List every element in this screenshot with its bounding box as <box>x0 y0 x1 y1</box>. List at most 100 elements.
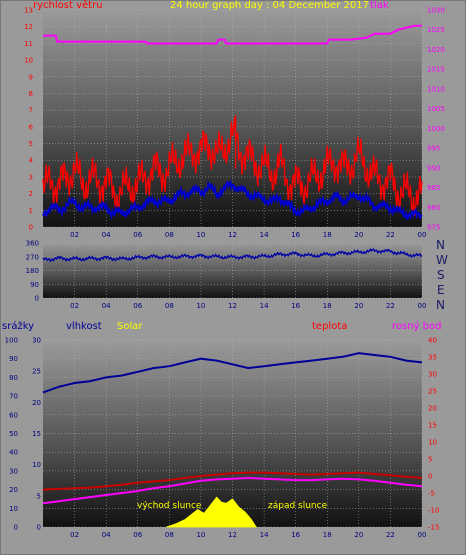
wind-y-tick-label: 10 <box>24 57 33 65</box>
rain-label: srážky <box>2 321 35 332</box>
rain-y-tick-label: 25 <box>32 368 41 376</box>
temperature-y-tick-label: 0 <box>428 473 432 481</box>
wind-y-tick-label: 1 <box>29 207 33 215</box>
direction-x-tick-label: 12 <box>228 302 237 310</box>
humidity-y-tick-label: 50 <box>9 430 18 438</box>
wind-y-tick-label: 6 <box>29 123 34 131</box>
temperature-y-tick-label: 30 <box>428 371 437 379</box>
temperature-y-tick-label: 40 <box>428 337 437 345</box>
wind-speed-label: rychlost větru <box>33 0 103 11</box>
wind-x-tick-label: 18 <box>323 231 332 239</box>
wind-x-tick-label: 08 <box>165 231 174 239</box>
humidity-y-tick-label: 90 <box>9 355 18 363</box>
pressure-y-tick-label: 1020 <box>427 46 445 54</box>
series-wind-direction <box>42 247 423 263</box>
humidity-y-tick-label: 40 <box>9 449 18 457</box>
temp-x-tick-label: 14 <box>260 531 269 539</box>
direction-x-tick-label: 20 <box>354 302 363 310</box>
axes-layer: 0123456789101112139759809859909951000100… <box>5 7 445 540</box>
direction-y-tick-label: 180 <box>26 267 39 275</box>
humidity-y-tick-label: 0 <box>14 524 18 532</box>
rain-y-tick-label: 30 <box>32 337 41 345</box>
temperature-y-tick-label: 25 <box>428 388 437 396</box>
solar-label: Solar <box>117 321 143 332</box>
series-wind-average <box>42 179 423 222</box>
series-wind-speed <box>42 117 423 217</box>
wind-x-tick-label: 12 <box>228 231 237 239</box>
direction-x-tick-label: 06 <box>133 302 142 310</box>
direction-x-tick-label: 14 <box>260 302 269 310</box>
temperature-y-tick-label: -5 <box>428 490 435 498</box>
humidity-y-tick-label: 70 <box>9 393 18 401</box>
sunset-annotation: západ slunce <box>268 501 328 511</box>
temperature-y-tick-label: 20 <box>428 405 437 413</box>
temp-x-tick-label: 12 <box>228 531 237 539</box>
wind-x-tick-label: 04 <box>102 231 111 239</box>
wind-y-tick-label: 2 <box>29 190 33 198</box>
wind-x-tick-label: 22 <box>386 231 395 239</box>
wind-y-tick-label: 7 <box>29 107 33 115</box>
humidity-label: vlhkost <box>66 321 102 332</box>
humidity-y-tick-label: 30 <box>9 467 18 475</box>
rain-y-tick-label: 20 <box>32 399 41 407</box>
pressure-y-tick-label: 980 <box>427 204 440 212</box>
wind-y-tick-label: 13 <box>24 7 33 15</box>
temperature-y-tick-label: 5 <box>428 456 432 464</box>
pressure-y-tick-label: 995 <box>427 145 440 153</box>
direction-y-tick-label: 270 <box>26 253 39 261</box>
direction-x-tick-label: 00 <box>418 302 427 310</box>
pressure-y-tick-label: 990 <box>427 164 440 172</box>
direction-y-tick-label: 360 <box>26 240 39 248</box>
direction-x-tick-label: 02 <box>70 302 79 310</box>
series-dewpoint <box>42 476 423 505</box>
rain-y-tick-label: 15 <box>32 430 41 438</box>
pressure-y-tick-label: 1010 <box>427 85 445 93</box>
temperature-y-tick-label: 35 <box>428 354 437 362</box>
temp-x-tick-label: 22 <box>386 531 395 539</box>
wind-y-tick-label: 5 <box>29 140 33 148</box>
compass-e: E <box>437 283 445 297</box>
direction-x-tick-label: 18 <box>323 302 332 310</box>
pressure-y-tick-label: 975 <box>427 224 440 232</box>
temperature-y-tick-label: 15 <box>428 422 437 430</box>
wind-x-tick-label: 16 <box>291 231 300 239</box>
temperature-label: teplota <box>312 321 348 332</box>
rain-y-tick-label: 5 <box>37 492 41 500</box>
chart-title: 24 hour graph day : 04 December 2017 <box>170 0 369 11</box>
wind-y-tick-label: 9 <box>29 73 33 81</box>
pressure-y-tick-label: 1005 <box>427 105 445 113</box>
pressure-label: tlak <box>370 0 389 11</box>
direction-x-tick-label: 04 <box>102 302 111 310</box>
temp-x-tick-label: 00 <box>418 531 427 539</box>
rain-y-tick-label: 10 <box>32 461 41 469</box>
pressure-y-tick-label: 985 <box>427 184 440 192</box>
direction-x-tick-label: 08 <box>165 302 174 310</box>
humidity-y-tick-label: 10 <box>9 505 18 513</box>
wind-x-tick-label: 02 <box>70 231 79 239</box>
compass-n-top: N <box>436 238 445 252</box>
temp-x-tick-label: 08 <box>165 531 174 539</box>
rain-y-tick-label: 0 <box>37 524 41 532</box>
temp-x-tick-label: 18 <box>323 531 332 539</box>
series-layer <box>42 24 423 528</box>
compass-s: S <box>437 268 445 282</box>
temp-x-tick-label: 10 <box>196 531 205 539</box>
temp-x-tick-label: 02 <box>70 531 79 539</box>
temp-x-tick-label: 06 <box>133 531 142 539</box>
direction-x-tick-label: 16 <box>291 302 300 310</box>
series-humidity <box>42 352 423 394</box>
series-solar <box>166 496 257 528</box>
pressure-y-tick-label: 1025 <box>427 26 445 34</box>
wind-x-tick-label: 20 <box>354 231 363 239</box>
wind-x-tick-label: 14 <box>260 231 269 239</box>
series-pressure <box>43 24 422 45</box>
wind-x-tick-label: 10 <box>196 231 205 239</box>
direction-x-tick-label: 10 <box>196 302 205 310</box>
direction-y-tick-label: 0 <box>35 295 39 303</box>
temperature-y-tick-label: -10 <box>428 507 439 515</box>
wind-y-tick-label: 0 <box>29 224 33 232</box>
sunrise-annotation: východ slunce <box>137 501 202 511</box>
humidity-y-tick-label: 60 <box>9 411 18 419</box>
